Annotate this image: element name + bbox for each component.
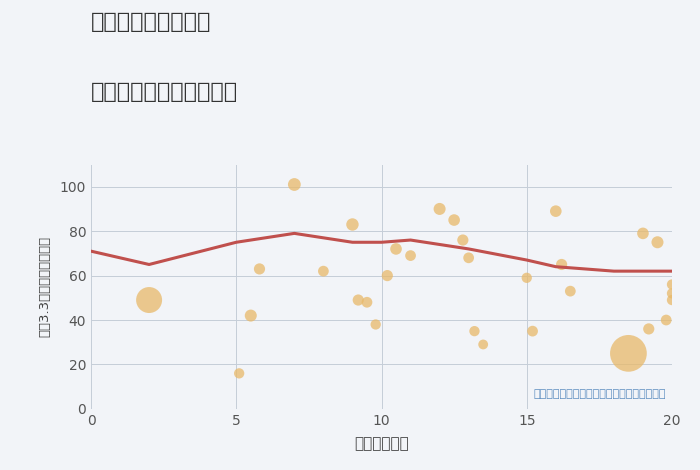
Point	[623, 350, 634, 357]
Text: 円の大きさは、取引のあった物件面積を示す: 円の大きさは、取引のあった物件面積を示す	[533, 389, 666, 399]
Point	[245, 312, 256, 319]
Point	[556, 261, 567, 268]
Point	[289, 181, 300, 188]
Point	[318, 267, 329, 275]
Point	[469, 328, 480, 335]
Point	[346, 221, 358, 228]
Point	[234, 369, 245, 377]
Point	[254, 265, 265, 273]
Text: 駅距離別中古戸建て価格: 駅距離別中古戸建て価格	[91, 82, 238, 102]
Point	[550, 207, 561, 215]
Point	[457, 236, 468, 244]
Point	[434, 205, 445, 213]
Point	[643, 325, 655, 333]
Point	[391, 245, 402, 253]
Point	[527, 328, 538, 335]
Point	[144, 296, 155, 304]
Point	[361, 298, 372, 306]
Point	[449, 216, 460, 224]
Point	[661, 316, 672, 324]
Point	[382, 272, 393, 279]
Point	[405, 252, 416, 259]
Y-axis label: 坪（3.3㎡）単価（万円）: 坪（3.3㎡）単価（万円）	[38, 236, 51, 337]
X-axis label: 駅距離（分）: 駅距離（分）	[354, 436, 409, 451]
Point	[370, 321, 382, 328]
Point	[638, 230, 649, 237]
Point	[521, 274, 532, 282]
Point	[666, 281, 678, 288]
Point	[463, 254, 475, 262]
Point	[353, 296, 364, 304]
Text: 埼玉県鴻巣市大芦の: 埼玉県鴻巣市大芦の	[91, 12, 211, 32]
Point	[477, 341, 489, 348]
Point	[652, 238, 663, 246]
Point	[565, 287, 576, 295]
Point	[666, 296, 678, 304]
Point	[666, 290, 678, 297]
